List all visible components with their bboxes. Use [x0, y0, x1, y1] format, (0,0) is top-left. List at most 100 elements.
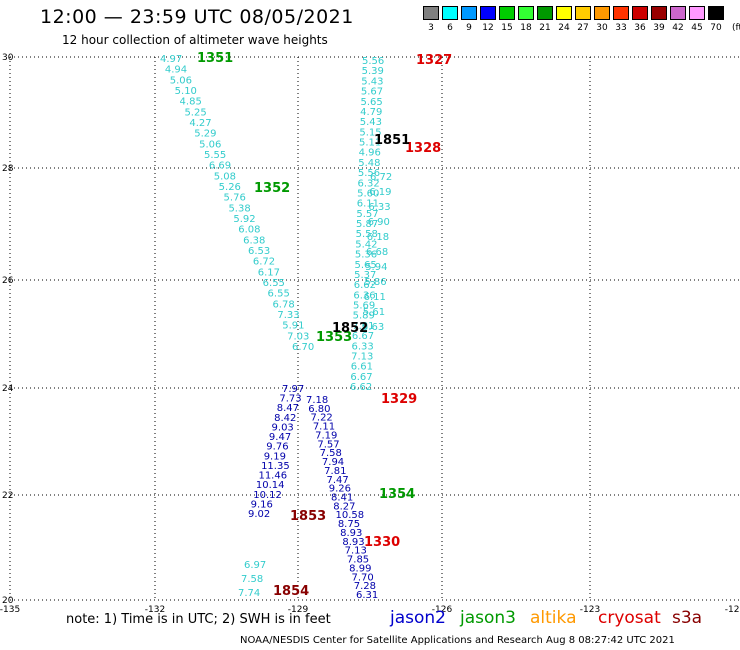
colorbar-label: 27	[577, 23, 589, 33]
track-value-left: 5.55	[204, 150, 226, 161]
track-value-left-blue: 10.12	[253, 490, 282, 501]
lon-tick-label: -135	[0, 605, 20, 615]
track-value-mid-blue: 8.93	[342, 537, 364, 548]
track-value-mid-blue: 7.13	[345, 546, 367, 557]
track-value-right: 5.63	[362, 322, 384, 333]
colorbar-swatch	[708, 6, 724, 20]
colorbar-label: 36	[634, 23, 646, 33]
colorbar-swatch	[499, 6, 515, 20]
pass-number-label: 1852	[332, 321, 368, 336]
track-value-mid: 5.87	[356, 219, 378, 230]
track-value-mid: 5.36	[355, 250, 377, 261]
track-value-left-blue: 9.02	[248, 509, 270, 520]
track-value-left: 6.08	[238, 225, 260, 236]
map-title: 12:00 — 23:59 UTC 08/05/2021	[40, 6, 354, 28]
track-value-mid: 5.65	[355, 260, 377, 271]
track-value-left-blue: 9.03	[272, 422, 294, 433]
track-value-left: 7.33	[277, 310, 299, 321]
track-value-right: 6.18	[367, 232, 389, 243]
track-value-left-blue: 11.35	[261, 461, 290, 472]
track-value-mid: 5.69	[353, 301, 375, 312]
colorbar-label: 15	[501, 23, 513, 33]
colorbar-label: 9	[466, 23, 472, 33]
pass-number-label: 1853	[290, 509, 326, 524]
pass-number-label: 1351	[197, 51, 233, 66]
track-value-right: 5.86	[364, 277, 386, 288]
track-value-mid-blue: 7.58	[320, 448, 342, 459]
track-value-mid-blue: 6.80	[308, 404, 330, 415]
lon-tick-label: -123	[580, 605, 600, 615]
colorbar-swatch	[689, 6, 705, 20]
track-value-left: 6.53	[248, 246, 270, 257]
track-value-right: 5.94	[365, 262, 387, 273]
colorbar-label: 30	[596, 23, 608, 33]
track-value-mid-blue: 8.41	[331, 493, 353, 504]
pass-number-label: 1327	[416, 53, 452, 68]
track-value-left-blue: 7.73	[279, 394, 301, 405]
track-value-left: 6.38	[243, 235, 265, 246]
colorbar-label: 39	[653, 23, 665, 33]
track-value-mid: 5.60	[357, 188, 379, 199]
track-value-mid: 5.67	[361, 87, 383, 98]
track-value-mid: 5.42	[355, 239, 377, 250]
pass-number-label: 1352	[254, 181, 290, 196]
legend-note: note: 1) Time is in UTC; 2) SWH is in fe…	[66, 612, 331, 627]
track-value-mid: 5.56	[362, 56, 384, 67]
pass-number-label: 1854	[273, 584, 309, 599]
track-value-left: 5.91	[282, 321, 304, 332]
track-value-mid: 6.67	[352, 331, 374, 342]
track-value-left-low: 6.97	[244, 560, 266, 571]
track-value-right: 6.19	[369, 187, 391, 198]
lat-tick-label: 24	[2, 384, 14, 394]
track-value-mid: 6.36	[353, 290, 375, 301]
lat-tick-label: 30	[2, 53, 14, 63]
track-value-left-low: 7.58	[241, 574, 263, 585]
track-value-left: 5.06	[199, 139, 221, 150]
track-value-left: 5.10	[175, 86, 197, 97]
track-value-left: 7.03	[287, 331, 309, 342]
track-value-mid-blue: 7.22	[311, 413, 333, 424]
track-value-left: 4.94	[165, 65, 187, 76]
colorbar-label: 21	[539, 23, 551, 33]
track-value-mid-blue: 8.99	[349, 563, 371, 574]
map-subtitle: 12 hour collection of altimeter wave hei…	[62, 33, 328, 47]
track-value-right: 6.90	[368, 217, 390, 228]
track-value-left-blue: 8.42	[274, 413, 296, 424]
colorbar-label: 42	[672, 23, 684, 33]
track-value-left: 6.55	[263, 278, 285, 289]
colorbar-swatch	[518, 6, 534, 20]
track-value-mid: 7.01	[352, 321, 374, 332]
track-value-left-low: 7.74	[238, 588, 260, 599]
lat-tick-label: 26	[2, 276, 14, 286]
colorbar-swatch	[670, 6, 686, 20]
footer-credit: NOAA/NESDIS Center for Satellite Applica…	[240, 635, 675, 646]
lon-tick-label: -126	[432, 605, 453, 615]
track-value-mid: 5.43	[360, 117, 382, 128]
colorbar-unit: (ft)	[732, 23, 740, 33]
colorbar-swatch	[594, 6, 610, 20]
track-value-mid: 5.56	[358, 168, 380, 179]
colorbar-swatch	[537, 6, 553, 20]
track-value-mid: 5.15	[359, 127, 381, 138]
track-value-left: 4.27	[189, 118, 211, 129]
track-value-left: 6.78	[272, 299, 294, 310]
legend-jason2: jason2	[390, 608, 446, 628]
track-value-mid-blue: 10.58	[336, 510, 365, 521]
legend-cryosat: cryosat	[598, 608, 661, 628]
colorbar-swatch	[556, 6, 572, 20]
pass-number-label: 1353	[316, 330, 352, 345]
track-value-left: 5.92	[233, 214, 255, 225]
track-value-mid: 5.48	[358, 158, 380, 169]
track-value-left: 6.69	[209, 161, 231, 172]
track-value-mid: 6.32	[358, 178, 380, 189]
track-value-mid-blue: 7.70	[351, 572, 373, 583]
track-value-mid-blue: 7.94	[322, 457, 344, 468]
lon-tick-label: -132	[145, 605, 165, 615]
track-value-mid: 6.61	[351, 362, 373, 373]
track-value-right: 6.11	[364, 292, 386, 303]
colorbar-swatch	[613, 6, 629, 20]
track-value-left: 4.97	[160, 54, 182, 65]
track-value-left-blue: 9.16	[251, 499, 273, 510]
track-value-left: 5.38	[228, 203, 250, 214]
